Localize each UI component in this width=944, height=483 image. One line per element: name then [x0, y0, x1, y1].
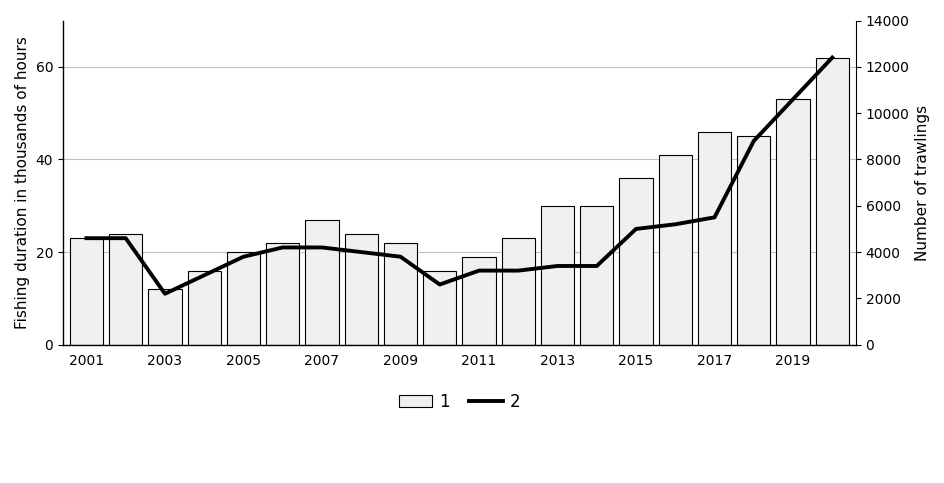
Bar — [187, 270, 221, 345]
Bar — [383, 243, 416, 345]
Bar — [423, 270, 456, 345]
Bar — [815, 57, 848, 345]
Bar — [345, 234, 378, 345]
Y-axis label: Number of trawlings: Number of trawlings — [914, 104, 929, 261]
Bar — [540, 206, 574, 345]
Bar — [736, 136, 769, 345]
Bar — [266, 243, 299, 345]
Bar — [227, 252, 260, 345]
Legend: 1, 2: 1, 2 — [392, 386, 526, 417]
Bar — [697, 132, 731, 345]
Bar — [618, 178, 652, 345]
Y-axis label: Fishing duration in thousands of hours: Fishing duration in thousands of hours — [15, 36, 30, 329]
Bar — [462, 256, 496, 345]
Bar — [658, 155, 691, 345]
Bar — [305, 220, 338, 345]
Bar — [109, 234, 143, 345]
Bar — [70, 238, 103, 345]
Bar — [148, 289, 181, 345]
Bar — [776, 99, 809, 345]
Bar — [501, 238, 534, 345]
Bar — [580, 206, 613, 345]
